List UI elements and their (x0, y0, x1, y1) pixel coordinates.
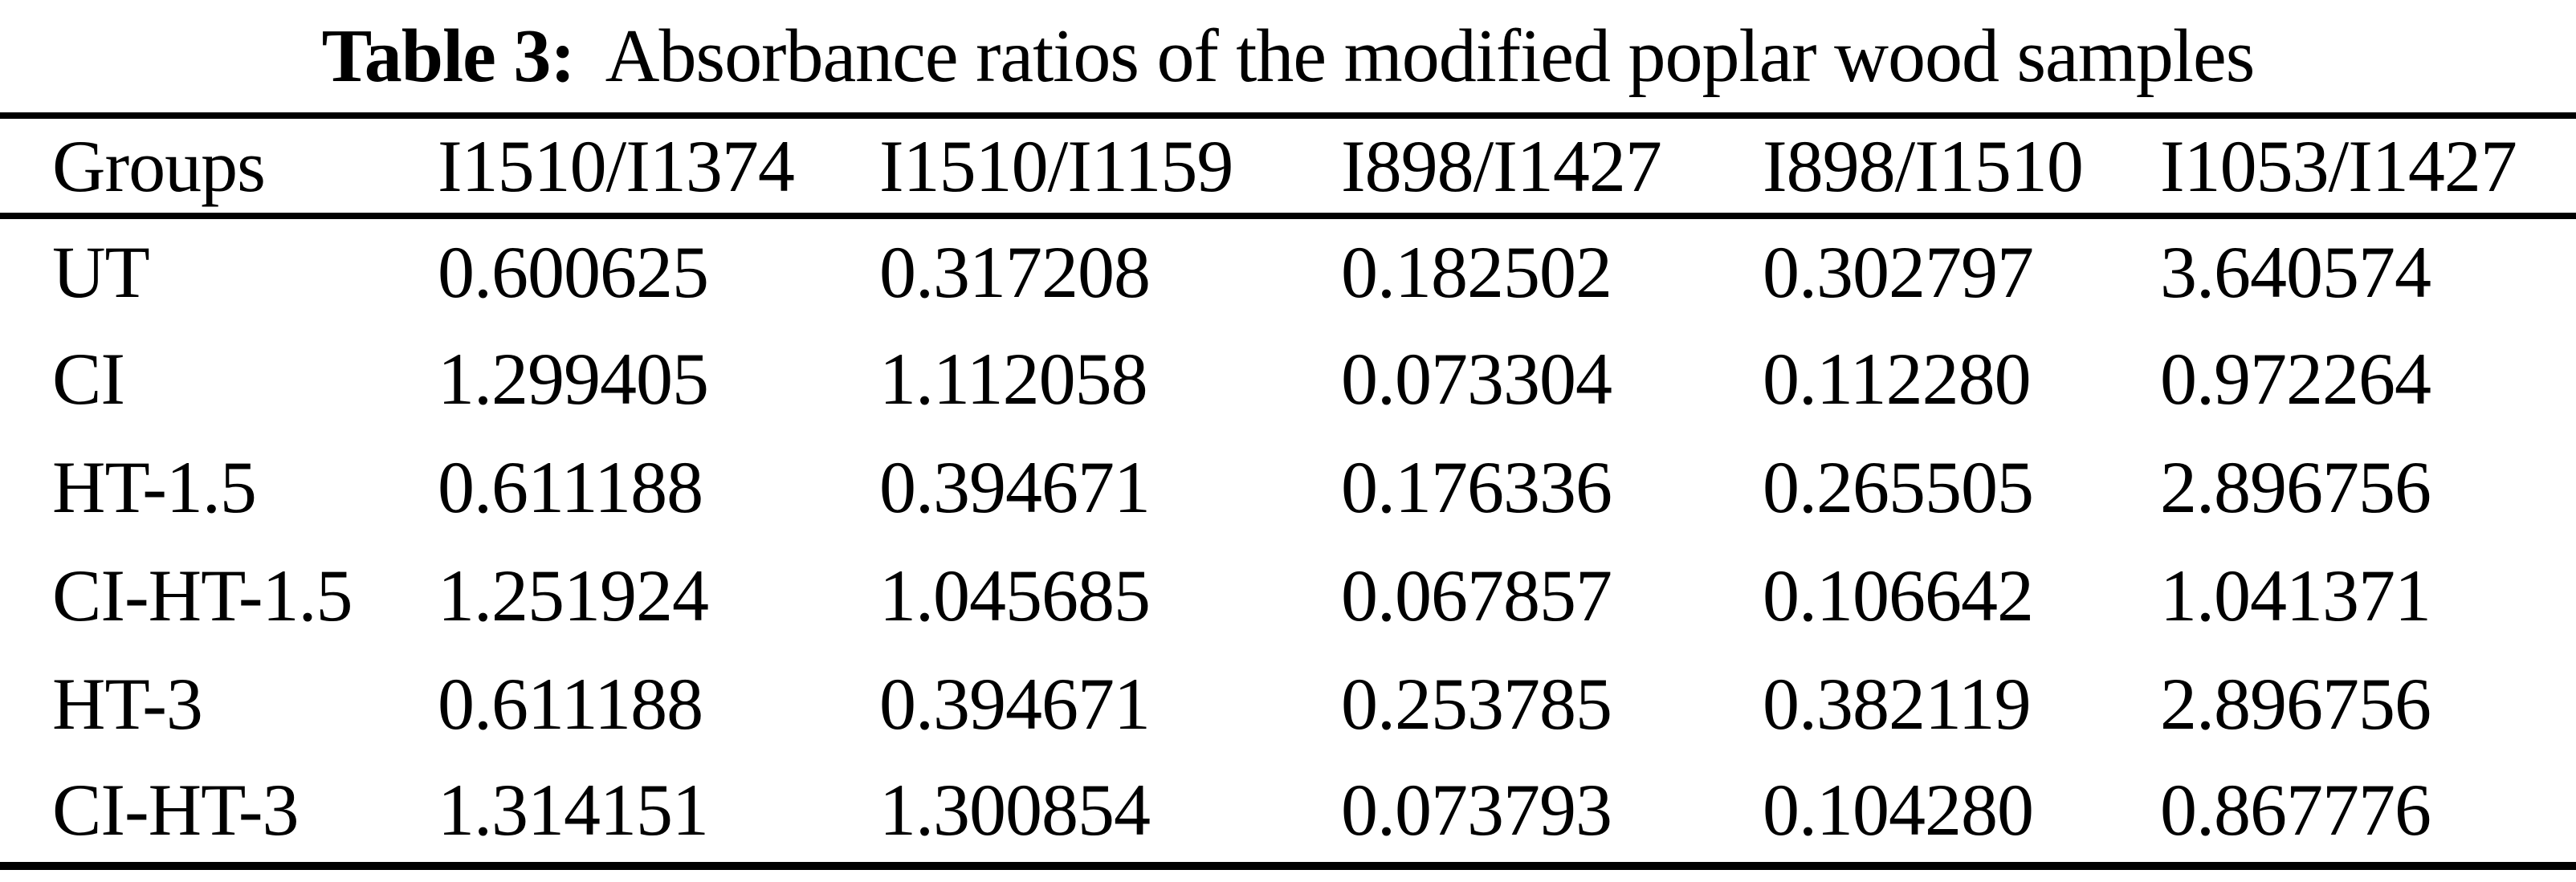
cell-value: 0.067857 (1341, 554, 1612, 636)
table-row: CI 1.299405 1.112058 0.073304 0.112280 0… (0, 324, 2576, 433)
cell-value: 0.317208 (879, 230, 1151, 313)
cell-value: 0.104280 (1763, 769, 2034, 851)
cell-value: 0.867776 (2160, 769, 2431, 851)
column-header-groups: Groups (52, 124, 266, 207)
cell-value: 0.394671 (879, 662, 1151, 745)
row-label: UT (52, 230, 150, 313)
absorbance-ratios-table: Groups I1510/I1374 I1510/I1159 I898/I142… (0, 112, 2576, 870)
cell-value: 1.112058 (879, 337, 1148, 420)
cell-value: 0.112280 (1763, 337, 2032, 420)
cell-value: 0.176336 (1341, 445, 1612, 528)
row-label: CI-HT-3 (52, 769, 299, 851)
cell-value: 2.896756 (2160, 445, 2431, 528)
row-label: HT-1.5 (52, 445, 257, 528)
cell-value: 1.299405 (438, 337, 709, 420)
column-header-ratio-1: I1510/I1374 (438, 124, 795, 207)
cell-value: 0.382119 (1763, 662, 2032, 745)
cell-value: 0.182502 (1341, 230, 1612, 313)
table-caption: Table 3: Absorbance ratios of the modifi… (0, 0, 2576, 112)
row-label: CI-HT-1.5 (52, 554, 353, 636)
cell-value: 2.896756 (2160, 662, 2431, 745)
cell-value: 3.640574 (2160, 230, 2431, 313)
cell-value: 0.611188 (438, 445, 703, 528)
table-caption-text: Absorbance ratios of the modified poplar… (605, 14, 2256, 98)
cell-value: 1.300854 (879, 769, 1151, 851)
cell-value: 0.302797 (1763, 230, 2034, 313)
header-row: Groups I1510/I1374 I1510/I1159 I898/I142… (0, 116, 2576, 216)
table-row: UT 0.600625 0.317208 0.182502 0.302797 3… (0, 216, 2576, 324)
table-row: CI-HT-1.5 1.251924 1.045685 0.067857 0.1… (0, 541, 2576, 649)
cell-value: 0.972264 (2160, 337, 2431, 420)
cell-value: 1.041371 (2160, 554, 2431, 636)
cell-value: 1.251924 (438, 554, 709, 636)
cell-value: 0.611188 (438, 662, 703, 745)
cell-value: 1.045685 (879, 554, 1151, 636)
table-caption-label: Table 3: (321, 14, 576, 98)
cell-value: 0.106642 (1763, 554, 2034, 636)
table-row: HT-3 0.611188 0.394671 0.253785 0.382119… (0, 649, 2576, 758)
cell-value: 1.314151 (438, 769, 709, 851)
row-label: CI (52, 337, 125, 420)
column-header-ratio-2: I1510/I1159 (879, 124, 1233, 207)
column-header-ratio-3: I898/I1427 (1341, 124, 1662, 207)
table-row: CI-HT-3 1.314151 1.300854 0.073793 0.104… (0, 758, 2576, 866)
cell-value: 0.265505 (1763, 445, 2034, 528)
column-header-ratio-5: I1053/I1427 (2160, 124, 2517, 207)
table-row: HT-1.5 0.611188 0.394671 0.176336 0.2655… (0, 433, 2576, 541)
cell-value: 0.394671 (879, 445, 1151, 528)
column-header-ratio-4: I898/I1510 (1763, 124, 2084, 207)
cell-value: 0.073304 (1341, 337, 1612, 420)
row-label: HT-3 (52, 662, 203, 745)
cell-value: 0.600625 (438, 230, 709, 313)
cell-value: 0.253785 (1341, 662, 1612, 745)
cell-value: 0.073793 (1341, 769, 1612, 851)
